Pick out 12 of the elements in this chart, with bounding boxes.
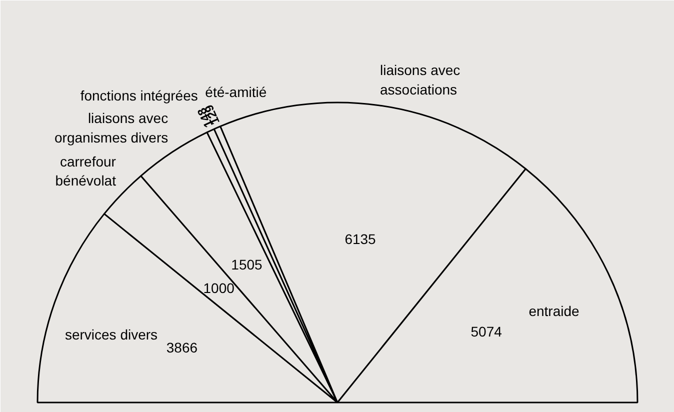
data-label: 3866	[166, 339, 198, 356]
slice-label: entraide	[528, 302, 580, 319]
slice-label: liaisons avec associations	[380, 62, 460, 98]
data-label: 6135	[344, 231, 376, 248]
slice-label: liaisons avec organismes divers	[54, 110, 168, 146]
slice-label: carrefour bénévolat	[55, 153, 116, 189]
slice-label: fonctions intégrées	[80, 88, 198, 104]
data-label: 1505	[231, 256, 263, 273]
data-label: 1000	[203, 280, 235, 296]
slice-label: été-amitié	[205, 84, 267, 100]
slice-label: services divers	[64, 326, 158, 342]
data-label: 5074	[470, 323, 502, 340]
